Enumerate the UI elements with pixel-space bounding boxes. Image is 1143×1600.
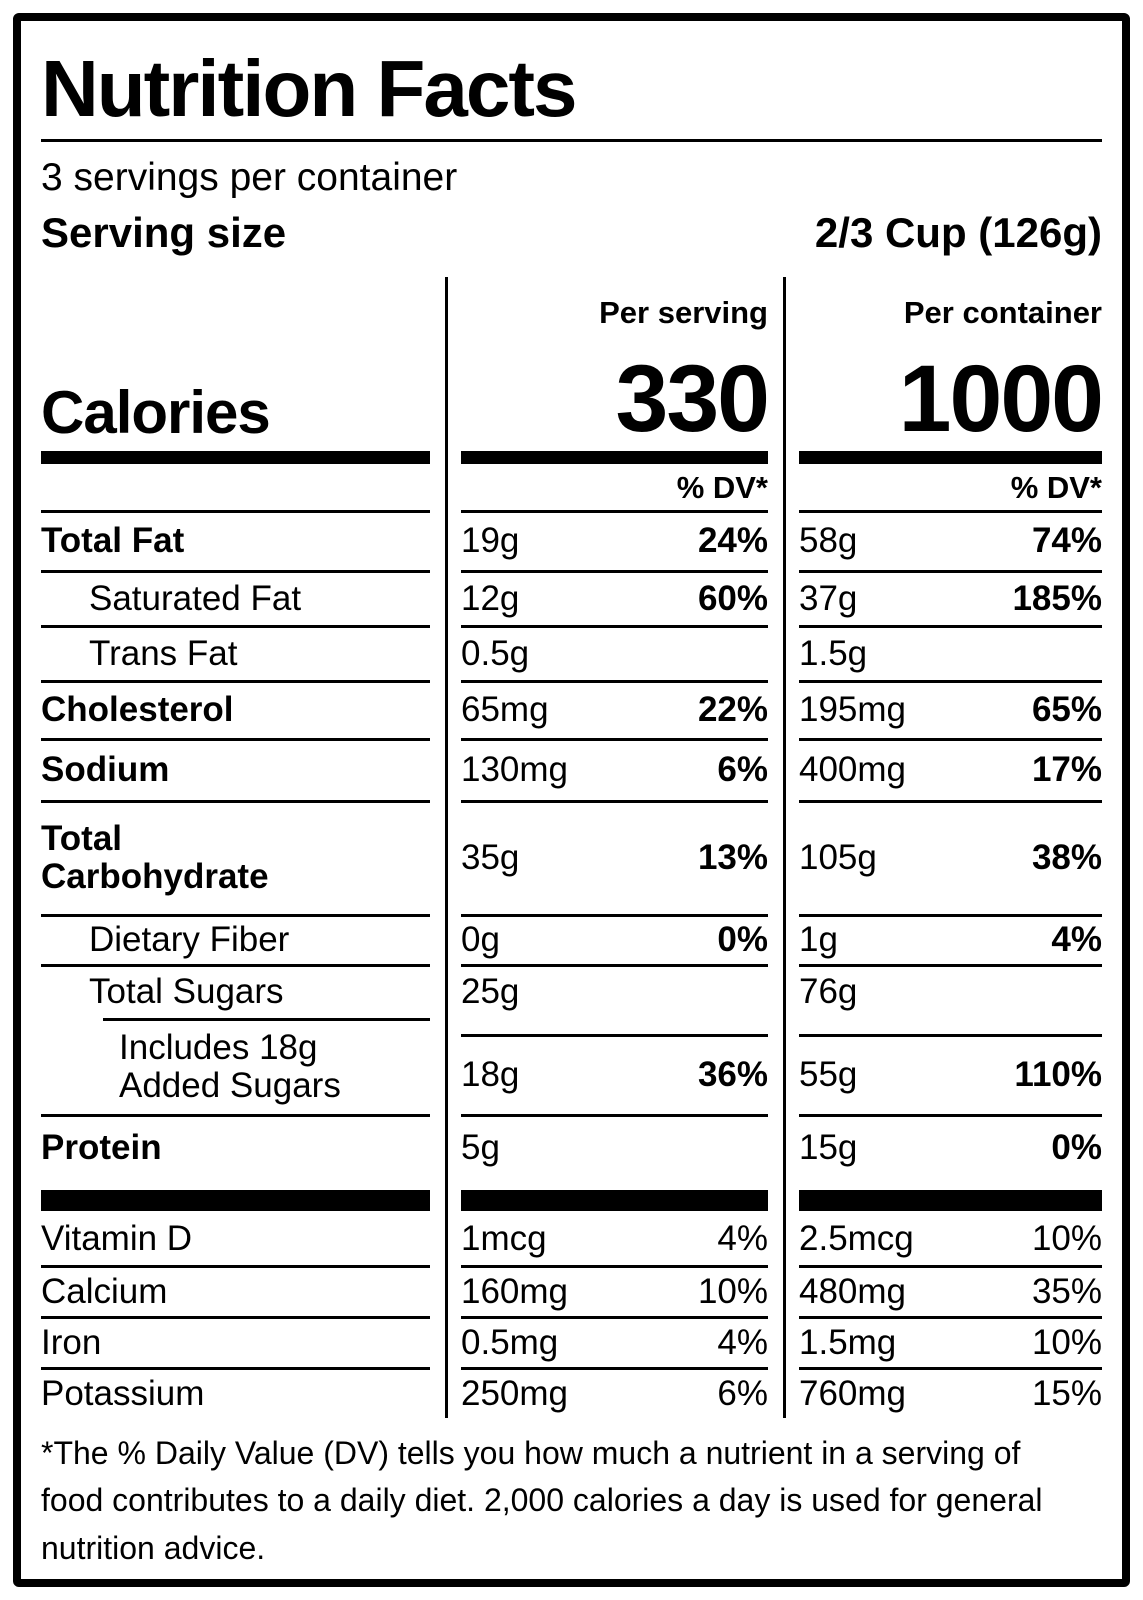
nutrient-row-serving: 19g 24% bbox=[461, 509, 768, 570]
calories-per-serving: 330 bbox=[615, 346, 770, 453]
per-container-header: Per container bbox=[903, 294, 1102, 330]
vitamin-row-label: Iron bbox=[41, 1315, 430, 1367]
dv-header-container: % DV* bbox=[1010, 469, 1102, 505]
nutrient-row-serving: 130mg 6% bbox=[461, 737, 768, 800]
per-serving-header: Per serving bbox=[599, 294, 768, 330]
vitamin-row-serving: 1mcg 4% bbox=[461, 1219, 768, 1259]
nutrient-row-label: Total Carbohydrate bbox=[41, 799, 430, 914]
vitamin-row-label: Potassium bbox=[41, 1366, 430, 1418]
serving-size-value: 2/3 Cup (126g) bbox=[814, 208, 1102, 256]
nutrient-row-container: 55g 110% bbox=[799, 1018, 1102, 1114]
nutrient-row-serving: 35g 13% bbox=[461, 799, 768, 914]
dv-header-serving: % DV* bbox=[676, 469, 768, 505]
label-title: Nutrition Facts bbox=[41, 44, 577, 133]
vitamin-row-container: 2.5mcg 10% bbox=[799, 1219, 1102, 1259]
nutrient-row-serving: 0g 0% bbox=[461, 913, 768, 964]
nutrient-row-container: 37g 185% bbox=[799, 569, 1102, 625]
indented-divider bbox=[103, 1017, 430, 1021]
vitamin-row-container: 760mg 15% bbox=[799, 1366, 1102, 1418]
vitamin-row-container: 1.5mg 10% bbox=[799, 1315, 1102, 1367]
nutrient-row-serving: 5g bbox=[461, 1113, 768, 1180]
empty-cell bbox=[41, 271, 430, 333]
nutrient-row-container: 1.5g bbox=[799, 624, 1102, 680]
vitamin-row-serving: 0.5mg 4% bbox=[461, 1315, 768, 1367]
vitamin-row-container: 480mg 35% bbox=[799, 1264, 1102, 1316]
column-divider-2 bbox=[783, 276, 786, 1418]
title-divider bbox=[41, 139, 1102, 142]
nutrient-row-container: 105g 38% bbox=[799, 799, 1102, 914]
nutrient-row-container: 195mg 65% bbox=[799, 679, 1102, 738]
nutrient-row-serving: 18g 36% bbox=[461, 1018, 768, 1114]
nutrient-row-label: Saturated Fat bbox=[41, 569, 430, 625]
empty-cell bbox=[41, 464, 430, 510]
nutrient-row-label: Sodium bbox=[41, 737, 430, 800]
nutrient-row-serving: 0.5g bbox=[461, 624, 768, 680]
nutrient-row-container: 76g bbox=[799, 963, 1102, 1018]
vitamin-row-serving: 250mg 6% bbox=[461, 1366, 768, 1418]
section-bar bbox=[461, 1180, 768, 1214]
nutrient-row-container: 400mg 17% bbox=[799, 737, 1102, 800]
mid-divider bbox=[799, 1033, 1102, 1037]
nutrient-row-serving: 25g bbox=[461, 963, 768, 1018]
column-divider-1 bbox=[445, 276, 448, 1418]
nutrient-row-label: Dietary Fiber bbox=[41, 913, 430, 964]
nutrient-row-label: Protein bbox=[41, 1113, 430, 1180]
calories-underbar bbox=[461, 450, 768, 464]
serving-size-label: Serving size bbox=[41, 208, 287, 256]
nutrient-row-container: 15g 0% bbox=[799, 1113, 1102, 1180]
section-bar bbox=[41, 1180, 430, 1214]
nutrient-row-label: Trans Fat bbox=[41, 624, 430, 680]
nutrient-row-label: Total Fat bbox=[41, 509, 430, 570]
nutrient-row-container: 1g 4% bbox=[799, 913, 1102, 964]
nutrient-row-serving: 12g 60% bbox=[461, 569, 768, 625]
columns-area: Per serving Per container Calories 330 1… bbox=[41, 271, 1104, 1418]
section-bar bbox=[799, 1180, 1102, 1214]
vitamin-row-serving: 160mg 10% bbox=[461, 1264, 768, 1316]
calories-underbar bbox=[799, 450, 1102, 464]
nutrition-facts-label: Nutrition Facts 3 servings per container… bbox=[13, 13, 1130, 1587]
vitamin-row-label: Vitamin D bbox=[41, 1219, 193, 1259]
dv-footnote: *The % Daily Value (DV) tells you how mu… bbox=[41, 1434, 1043, 1566]
vitamin-row-label: Calcium bbox=[41, 1264, 430, 1316]
nutrient-row-container: 58g 74% bbox=[799, 509, 1102, 570]
nutrient-row-serving: 65mg 22% bbox=[461, 679, 768, 738]
nutrient-row-label: Includes 18g Added Sugars bbox=[41, 1017, 430, 1114]
calories-underbar bbox=[41, 450, 430, 464]
serving-size-row: Serving size 2/3 Cup (126g) bbox=[41, 209, 1102, 257]
nutrition-grid: Per serving Per container Calories 330 1… bbox=[41, 271, 1104, 1418]
calories-per-container: 1000 bbox=[898, 346, 1104, 453]
mid-divider bbox=[461, 1033, 768, 1037]
calories-label-cell: Calories bbox=[41, 378, 271, 446]
nutrient-row-label: Total Sugars bbox=[41, 963, 430, 1018]
servings-per-container: 3 servings per container bbox=[41, 156, 458, 199]
nutrient-row-label: Cholesterol bbox=[41, 679, 430, 738]
